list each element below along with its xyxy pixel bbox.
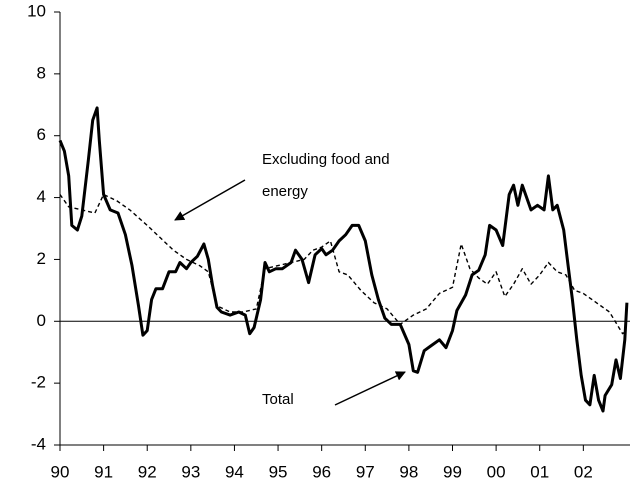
x-tick-label: 00 [487, 462, 506, 481]
x-tick-label: 02 [574, 462, 593, 481]
annotation-arrow [334, 371, 406, 406]
y-tick-label: 8 [37, 63, 46, 82]
x-tick-label: 92 [138, 462, 157, 481]
y-tick-label: -4 [31, 434, 46, 453]
y-tick-label: -2 [31, 373, 46, 392]
y-tick-label: 2 [37, 249, 46, 268]
y-tick-label: 4 [37, 187, 46, 206]
series-line [59, 193, 628, 335]
x-tick-label: 94 [225, 462, 244, 481]
x-tick-label: 95 [269, 462, 288, 481]
x-tick-label: 91 [94, 462, 113, 481]
annotation: energy [262, 183, 308, 200]
series-line [58, 106, 629, 413]
annotation-arrow [174, 179, 246, 221]
x-tick-label: 90 [51, 462, 70, 481]
x-tick-label: 98 [399, 462, 418, 481]
y-tick-label: 10 [27, 1, 46, 20]
x-tick-label: 01 [530, 462, 549, 481]
annotation: Total [262, 391, 294, 408]
y-tick-label: 0 [37, 311, 46, 330]
annotation: Excluding food and [262, 151, 390, 168]
x-tick-label: 97 [356, 462, 375, 481]
x-tick-label: 99 [443, 462, 462, 481]
y-tick-label: 6 [37, 125, 46, 144]
x-tick-label: 93 [181, 462, 200, 481]
x-tick-label: 96 [312, 462, 331, 481]
